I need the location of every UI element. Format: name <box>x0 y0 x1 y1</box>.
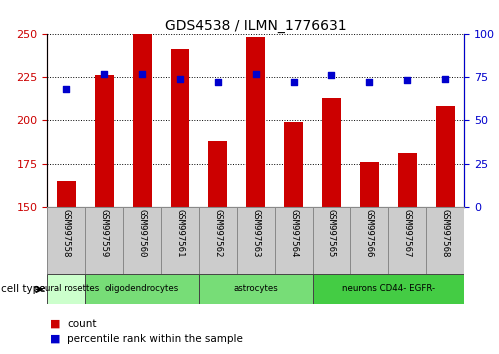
Text: GSM997559: GSM997559 <box>100 209 109 257</box>
Text: count: count <box>67 319 97 329</box>
Text: GSM997564: GSM997564 <box>289 209 298 257</box>
Bar <box>436 107 455 354</box>
Bar <box>47 274 85 304</box>
Bar <box>388 207 426 274</box>
Bar <box>161 207 199 274</box>
Bar <box>284 122 303 354</box>
Bar <box>85 207 123 274</box>
Bar <box>237 207 274 274</box>
Bar <box>199 274 312 304</box>
Bar <box>85 274 199 304</box>
Text: astrocytes: astrocytes <box>234 284 278 293</box>
Point <box>176 76 184 81</box>
Text: GSM997566: GSM997566 <box>365 209 374 257</box>
Point <box>138 71 146 76</box>
Text: oligodendrocytes: oligodendrocytes <box>105 284 179 293</box>
Bar <box>95 75 114 354</box>
Text: neurons CD44- EGFR-: neurons CD44- EGFR- <box>342 284 435 293</box>
Text: GSM997567: GSM997567 <box>403 209 412 257</box>
Text: GSM997561: GSM997561 <box>176 209 185 257</box>
Text: GSM997562: GSM997562 <box>214 209 223 257</box>
Text: GSM997568: GSM997568 <box>441 209 450 257</box>
Text: ■: ■ <box>50 334 60 344</box>
Text: percentile rank within the sample: percentile rank within the sample <box>67 334 243 344</box>
Bar <box>57 181 76 354</box>
Point <box>214 79 222 85</box>
Point <box>100 71 108 76</box>
Text: neural rosettes: neural rosettes <box>34 284 99 293</box>
Bar <box>426 207 464 274</box>
Bar <box>171 49 190 354</box>
Text: ■: ■ <box>50 319 60 329</box>
Point <box>289 79 297 85</box>
Point <box>403 78 411 83</box>
Bar <box>133 34 152 354</box>
Bar <box>350 207 388 274</box>
Bar <box>199 207 237 274</box>
Point <box>327 73 335 78</box>
Bar <box>123 207 161 274</box>
Bar <box>312 274 464 304</box>
Bar <box>47 207 85 274</box>
Bar <box>322 98 341 354</box>
Bar <box>312 207 350 274</box>
Point <box>365 79 373 85</box>
Bar <box>247 37 265 354</box>
Text: GSM997565: GSM997565 <box>327 209 336 257</box>
Text: cell type: cell type <box>1 284 45 294</box>
Bar <box>209 141 228 354</box>
Point <box>251 71 259 76</box>
Bar <box>360 162 379 354</box>
Text: GSM997563: GSM997563 <box>251 209 260 257</box>
Bar <box>398 153 417 354</box>
Title: GDS4538 / ILMN_1776631: GDS4538 / ILMN_1776631 <box>165 19 346 33</box>
Text: GSM997560: GSM997560 <box>138 209 147 257</box>
Bar <box>274 207 312 274</box>
Text: GSM997558: GSM997558 <box>62 209 71 257</box>
Point <box>62 86 70 92</box>
Point <box>441 76 449 81</box>
